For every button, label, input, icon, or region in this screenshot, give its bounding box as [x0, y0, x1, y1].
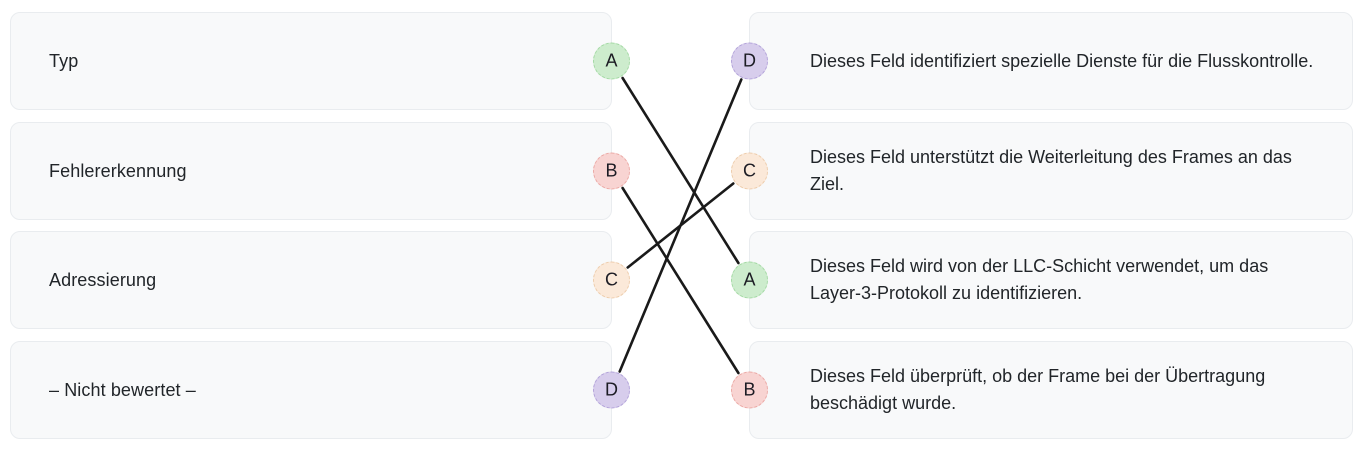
left-item-card[interactable]: Adressierung C	[10, 231, 630, 329]
connection-line	[618, 78, 743, 373]
letter-badge[interactable]: B	[731, 371, 768, 409]
left-item-card[interactable]: Fehlererkennung B	[10, 122, 630, 220]
letter-badge[interactable]: A	[593, 42, 630, 80]
left-item-label: Typ	[49, 50, 79, 71]
right-item-text: Dieses Feld überprüft, ob der Frame bei …	[810, 366, 1266, 413]
letter-badge[interactable]: C	[593, 261, 630, 299]
letter-badge[interactable]: D	[731, 42, 768, 80]
right-item-text: Dieses Feld wird von der LLC-Schicht ver…	[810, 256, 1269, 303]
right-item-card[interactable]: B Dieses Feld überprüft, ob der Frame be…	[731, 341, 1353, 439]
right-item-card[interactable]: A Dieses Feld wird von der LLC-Schicht v…	[731, 231, 1353, 329]
letter-badge[interactable]: B	[593, 152, 630, 190]
left-item-card[interactable]: Typ A	[10, 12, 630, 110]
letter-badge[interactable]: C	[731, 152, 768, 190]
right-item-text: Dieses Feld identifiziert spezielle Dien…	[810, 50, 1314, 71]
letter-badge[interactable]: D	[593, 371, 630, 409]
connection-line	[626, 182, 735, 269]
left-item-card[interactable]: – Nicht bewertet – D	[10, 341, 630, 439]
left-item-label: Fehlererkennung	[49, 160, 187, 181]
connection-line	[621, 186, 740, 375]
left-item-label: Adressierung	[49, 269, 157, 290]
right-item-card[interactable]: D Dieses Feld identifiziert spezielle Di…	[731, 12, 1353, 110]
connection-line	[621, 76, 740, 265]
letter-badge[interactable]: A	[731, 261, 768, 299]
left-item-label: – Nicht bewertet –	[49, 379, 196, 400]
right-item-text: Dieses Feld unterstützt die Weiterleitun…	[810, 147, 1292, 194]
right-item-card[interactable]: C Dieses Feld unterstützt die Weiterleit…	[731, 122, 1353, 220]
